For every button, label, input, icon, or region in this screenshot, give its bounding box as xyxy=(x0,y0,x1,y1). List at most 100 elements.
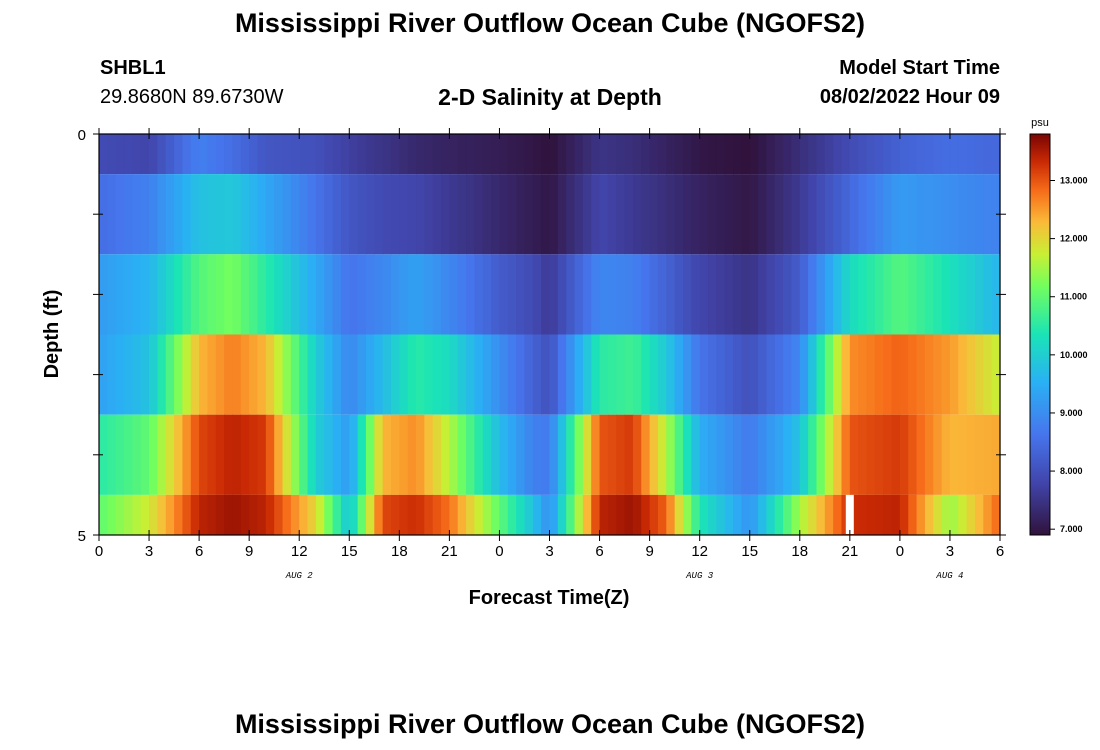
heatmap-cell xyxy=(833,414,843,495)
heatmap-cell xyxy=(808,134,818,175)
heatmap-cell xyxy=(657,334,667,415)
heatmap-cell xyxy=(966,414,976,495)
heatmap-cell xyxy=(799,134,809,175)
heatmap-cell xyxy=(841,174,851,255)
heatmap-cell xyxy=(566,414,576,495)
heatmap-cell xyxy=(557,414,567,495)
heatmap-cell xyxy=(974,414,984,495)
footer-title: Mississippi River Outflow Ocean Cube (NG… xyxy=(234,709,866,739)
heatmap-cell xyxy=(274,334,284,415)
heatmap-cell xyxy=(899,174,909,255)
heatmap-cell xyxy=(140,254,150,335)
heatmap-cell xyxy=(924,134,934,175)
heatmap-cell xyxy=(758,494,767,535)
heatmap-cell xyxy=(749,334,759,415)
heatmap-cell xyxy=(190,414,200,495)
heatmap-cell xyxy=(974,174,984,255)
y-tick-label: 5 xyxy=(78,528,86,545)
heatmap-cell xyxy=(499,334,509,415)
heatmap-cell xyxy=(733,414,742,495)
heatmap-cell xyxy=(349,334,359,415)
heatmap-cell xyxy=(766,134,776,175)
heatmap-cell xyxy=(833,174,843,255)
heatmap-cell xyxy=(983,414,993,495)
heatmap-cell xyxy=(783,254,793,335)
heatmap-cell xyxy=(749,254,759,335)
heatmap-cell xyxy=(933,414,943,495)
heatmap-cell xyxy=(783,134,793,175)
heatmap-cell xyxy=(791,494,801,535)
heatmap-cell xyxy=(574,414,584,495)
heatmap-cell xyxy=(265,254,275,335)
heatmap-cell xyxy=(441,254,450,335)
heatmap-cell xyxy=(399,174,409,255)
heatmap-cell xyxy=(224,134,234,175)
heatmap-cell xyxy=(891,414,901,495)
heatmap-cell xyxy=(866,494,876,535)
data-gap-marker xyxy=(845,494,854,534)
heatmap-cell xyxy=(290,494,300,535)
heatmap-cell xyxy=(733,174,742,255)
heatmap-cell xyxy=(115,334,125,415)
heatmap-cell xyxy=(824,254,834,335)
x-tick-label: 9 xyxy=(245,543,253,560)
heatmap-cell xyxy=(516,174,526,255)
heatmap-cell xyxy=(232,334,242,415)
heatmap-cell xyxy=(165,334,175,415)
heatmap-cell xyxy=(691,334,701,415)
heatmap-layers xyxy=(99,134,1001,535)
heatmap-cell xyxy=(841,414,851,495)
heatmap-cell xyxy=(340,254,350,335)
heatmap-cell xyxy=(115,174,125,255)
heatmap-cell xyxy=(449,334,459,415)
heatmap-cell xyxy=(883,494,893,535)
heatmap-cell xyxy=(516,254,526,335)
colorbar-tick-label: 7.000 xyxy=(1060,524,1083,534)
heatmap-cell xyxy=(416,254,425,335)
heatmap-cell xyxy=(466,134,476,175)
heatmap-cell xyxy=(324,494,334,535)
heatmap-cell xyxy=(249,174,259,255)
heatmap-cell xyxy=(224,254,234,335)
heatmap-cell xyxy=(849,254,859,335)
heatmap-cell xyxy=(382,174,392,255)
heatmap-cell xyxy=(174,134,184,175)
heatmap-cell xyxy=(299,134,309,175)
heatmap-cell xyxy=(140,134,150,175)
heatmap-cell xyxy=(941,254,951,335)
heatmap-cell xyxy=(883,134,893,175)
heatmap-cell xyxy=(791,414,801,495)
heatmap-cell xyxy=(874,254,884,335)
heatmap-cell xyxy=(474,494,484,535)
heatmap-cell xyxy=(866,254,876,335)
heatmap-cell xyxy=(682,174,692,255)
heatmap-cell xyxy=(783,174,793,255)
heatmap-cell xyxy=(357,414,367,495)
heatmap-cell xyxy=(699,254,709,335)
heatmap-cell xyxy=(716,494,726,535)
heatmap-cell xyxy=(416,134,425,175)
heatmap-cell xyxy=(474,334,484,415)
date-label: AUG 3 xyxy=(685,571,714,581)
heatmap-cell xyxy=(724,254,734,335)
heatmap-cell xyxy=(324,414,334,495)
x-tick-label: 3 xyxy=(145,543,153,560)
heatmap-cell xyxy=(524,494,534,535)
heatmap-cell xyxy=(908,254,918,335)
heatmap-cell xyxy=(290,254,300,335)
heatmap-cell xyxy=(507,254,517,335)
heatmap-cell xyxy=(441,134,450,175)
heatmap-cell xyxy=(758,254,767,335)
heatmap-cell xyxy=(924,174,934,255)
heatmap-cell xyxy=(858,414,868,495)
heatmap-cell xyxy=(365,134,375,175)
heatmap-cell xyxy=(958,174,968,255)
heatmap-cell xyxy=(699,494,709,535)
heatmap-cell xyxy=(933,254,943,335)
heatmap-cell xyxy=(566,174,576,255)
heatmap-cell xyxy=(607,134,617,175)
heatmap-cell xyxy=(674,494,684,535)
heatmap-cell xyxy=(941,174,951,255)
heatmap-cell xyxy=(249,254,259,335)
heatmap-cell xyxy=(124,494,133,535)
